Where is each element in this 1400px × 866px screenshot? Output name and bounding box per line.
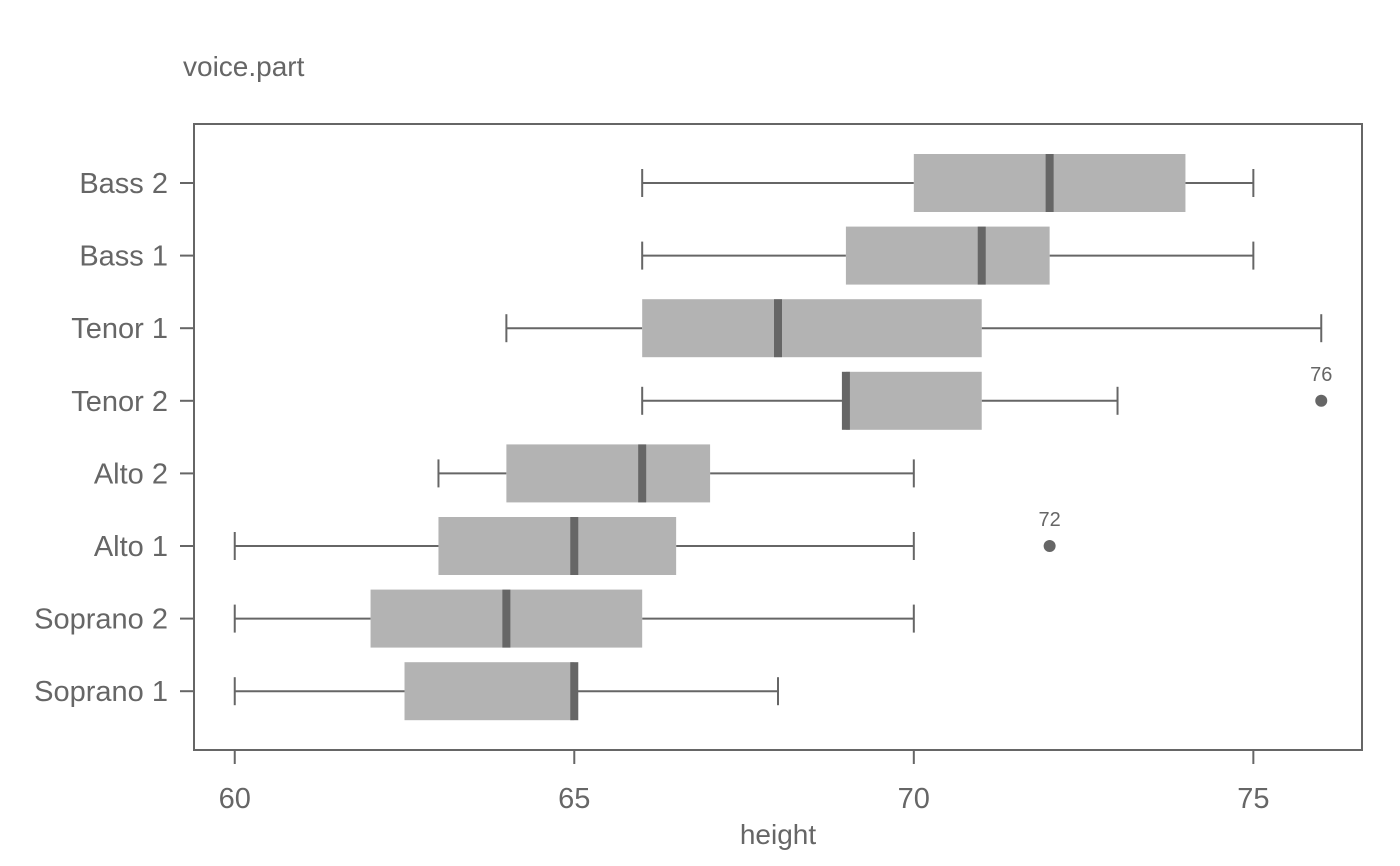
- box-iqr: [404, 662, 575, 721]
- box-iqr: [506, 444, 711, 503]
- y-tick-label: Soprano 1: [34, 676, 168, 708]
- outlier-point: [1315, 394, 1328, 407]
- outlier-point: [1043, 540, 1056, 552]
- x-axis-label: height: [740, 819, 817, 850]
- y-tick-label: Alto 2: [94, 458, 168, 490]
- outlier-label: 72: [1039, 509, 1061, 531]
- y-tick-label: Tenor 2: [71, 386, 168, 418]
- y-tick-label: Bass 1: [79, 241, 168, 273]
- y-tick-label: Alto 1: [94, 531, 168, 563]
- median-mark: [1045, 154, 1054, 212]
- y-tick-label: Bass 2: [79, 168, 168, 200]
- median-mark: [774, 299, 782, 358]
- x-tick-label: 75: [1237, 783, 1269, 815]
- median-mark: [638, 444, 647, 503]
- y-tick-label: Soprano 2: [34, 604, 168, 636]
- y-tick-label: Tenor 1: [71, 313, 168, 345]
- median-mark: [977, 226, 986, 285]
- x-tick-label: 60: [219, 783, 251, 815]
- box-iqr: [845, 371, 982, 430]
- median-mark: [570, 517, 579, 575]
- median-mark: [841, 371, 850, 430]
- plot-frame: [193, 123, 1363, 751]
- box-iqr: [438, 517, 677, 575]
- chart-marks: Bass 2 Bass 1 Tenor 1 Tenor 2 Alto 2 Alto 1 So…: [34, 154, 1332, 815]
- x-tick-label: 65: [558, 783, 590, 815]
- median-mark: [502, 589, 511, 648]
- median-mark: [570, 662, 579, 721]
- outlier-label: 76: [1310, 364, 1332, 386]
- box-iqr: [845, 226, 1050, 285]
- x-tick-label: 70: [898, 783, 930, 815]
- box-iqr: [642, 299, 982, 358]
- chart-title: voice.part: [183, 51, 305, 82]
